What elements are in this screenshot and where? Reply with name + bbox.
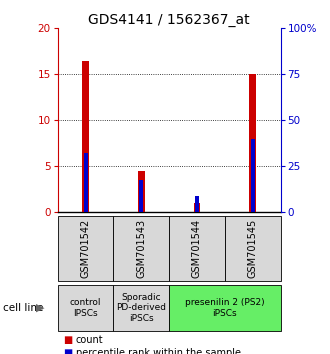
Text: percentile rank within the sample: percentile rank within the sample bbox=[76, 348, 241, 354]
Title: GDS4141 / 1562367_at: GDS4141 / 1562367_at bbox=[88, 13, 250, 27]
Text: control
IPSCs: control IPSCs bbox=[70, 298, 101, 318]
Text: cell line: cell line bbox=[3, 303, 44, 313]
Bar bbox=[82, 61, 89, 212]
Bar bbox=[194, 203, 200, 212]
FancyBboxPatch shape bbox=[114, 285, 169, 331]
Text: count: count bbox=[76, 335, 104, 345]
FancyBboxPatch shape bbox=[169, 216, 225, 281]
FancyBboxPatch shape bbox=[58, 285, 114, 331]
Bar bbox=[138, 171, 145, 212]
Text: ■: ■ bbox=[63, 348, 72, 354]
Text: GSM701543: GSM701543 bbox=[136, 219, 146, 278]
Bar bbox=[249, 74, 256, 212]
Text: GSM701544: GSM701544 bbox=[192, 219, 202, 278]
FancyBboxPatch shape bbox=[114, 216, 169, 281]
Text: Sporadic
PD-derived
iPSCs: Sporadic PD-derived iPSCs bbox=[116, 293, 166, 323]
Text: GSM701545: GSM701545 bbox=[248, 219, 258, 278]
Text: ▶: ▶ bbox=[36, 303, 44, 313]
FancyBboxPatch shape bbox=[58, 216, 114, 281]
Text: ■: ■ bbox=[63, 335, 72, 345]
Bar bbox=[139, 180, 143, 212]
FancyBboxPatch shape bbox=[225, 216, 280, 281]
FancyBboxPatch shape bbox=[169, 285, 280, 331]
Bar bbox=[251, 139, 255, 212]
Text: presenilin 2 (PS2)
iPSCs: presenilin 2 (PS2) iPSCs bbox=[185, 298, 265, 318]
Text: GSM701542: GSM701542 bbox=[81, 219, 91, 278]
Bar bbox=[83, 153, 87, 212]
Bar bbox=[195, 196, 199, 212]
